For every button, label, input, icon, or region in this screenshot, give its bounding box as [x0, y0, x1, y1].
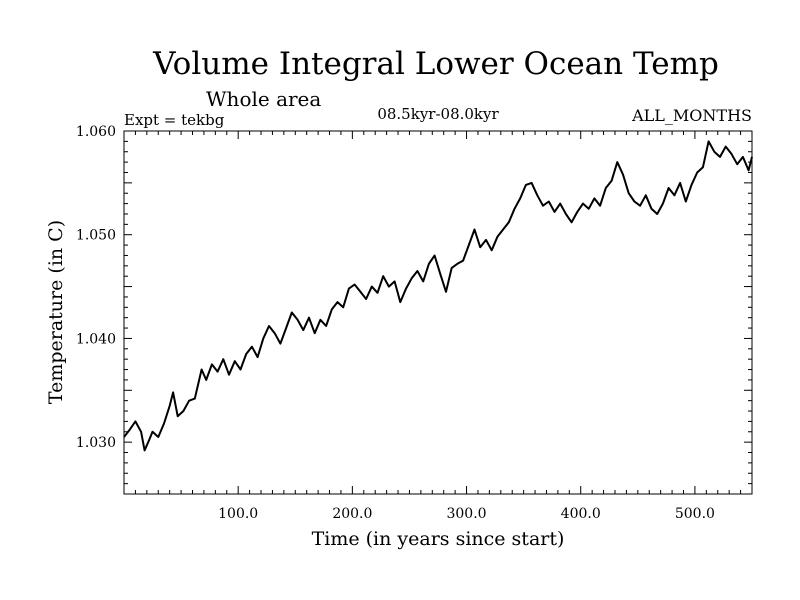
x-axis: 100.0 200.0 300.0 400.0 500.0	[134, 131, 742, 522]
x-tick-label: 200.0	[332, 506, 372, 522]
y-tick-label: 1.060	[76, 124, 116, 140]
x-axis-label: Time (in years since start)	[312, 528, 565, 550]
x-tick-label: 500.0	[675, 506, 715, 522]
y-tick-label: 1.040	[76, 331, 116, 347]
y-tick-label: 1.050	[76, 228, 116, 244]
series-line	[123, 140, 753, 452]
x-tick-label: 300.0	[446, 506, 486, 522]
period-label: 08.5kyr-08.0kyr	[377, 105, 499, 123]
experiment-label: Expt = tekbg	[124, 111, 225, 129]
plot-frame	[123, 130, 753, 495]
y-tick-label: 1.030	[76, 435, 116, 451]
y-axis: 1.030 1.040 1.050 1.060	[76, 124, 752, 485]
months-label: ALL_MONTHS	[631, 106, 752, 125]
x-tick-label: 400.0	[561, 506, 601, 522]
y-axis-label: Temperature (in C)	[45, 220, 67, 404]
chart-title: Volume Integral Lower Ocean Temp	[152, 46, 719, 82]
x-tick-label: 100.0	[218, 506, 258, 522]
chart-subtitle: Whole area	[206, 87, 321, 111]
